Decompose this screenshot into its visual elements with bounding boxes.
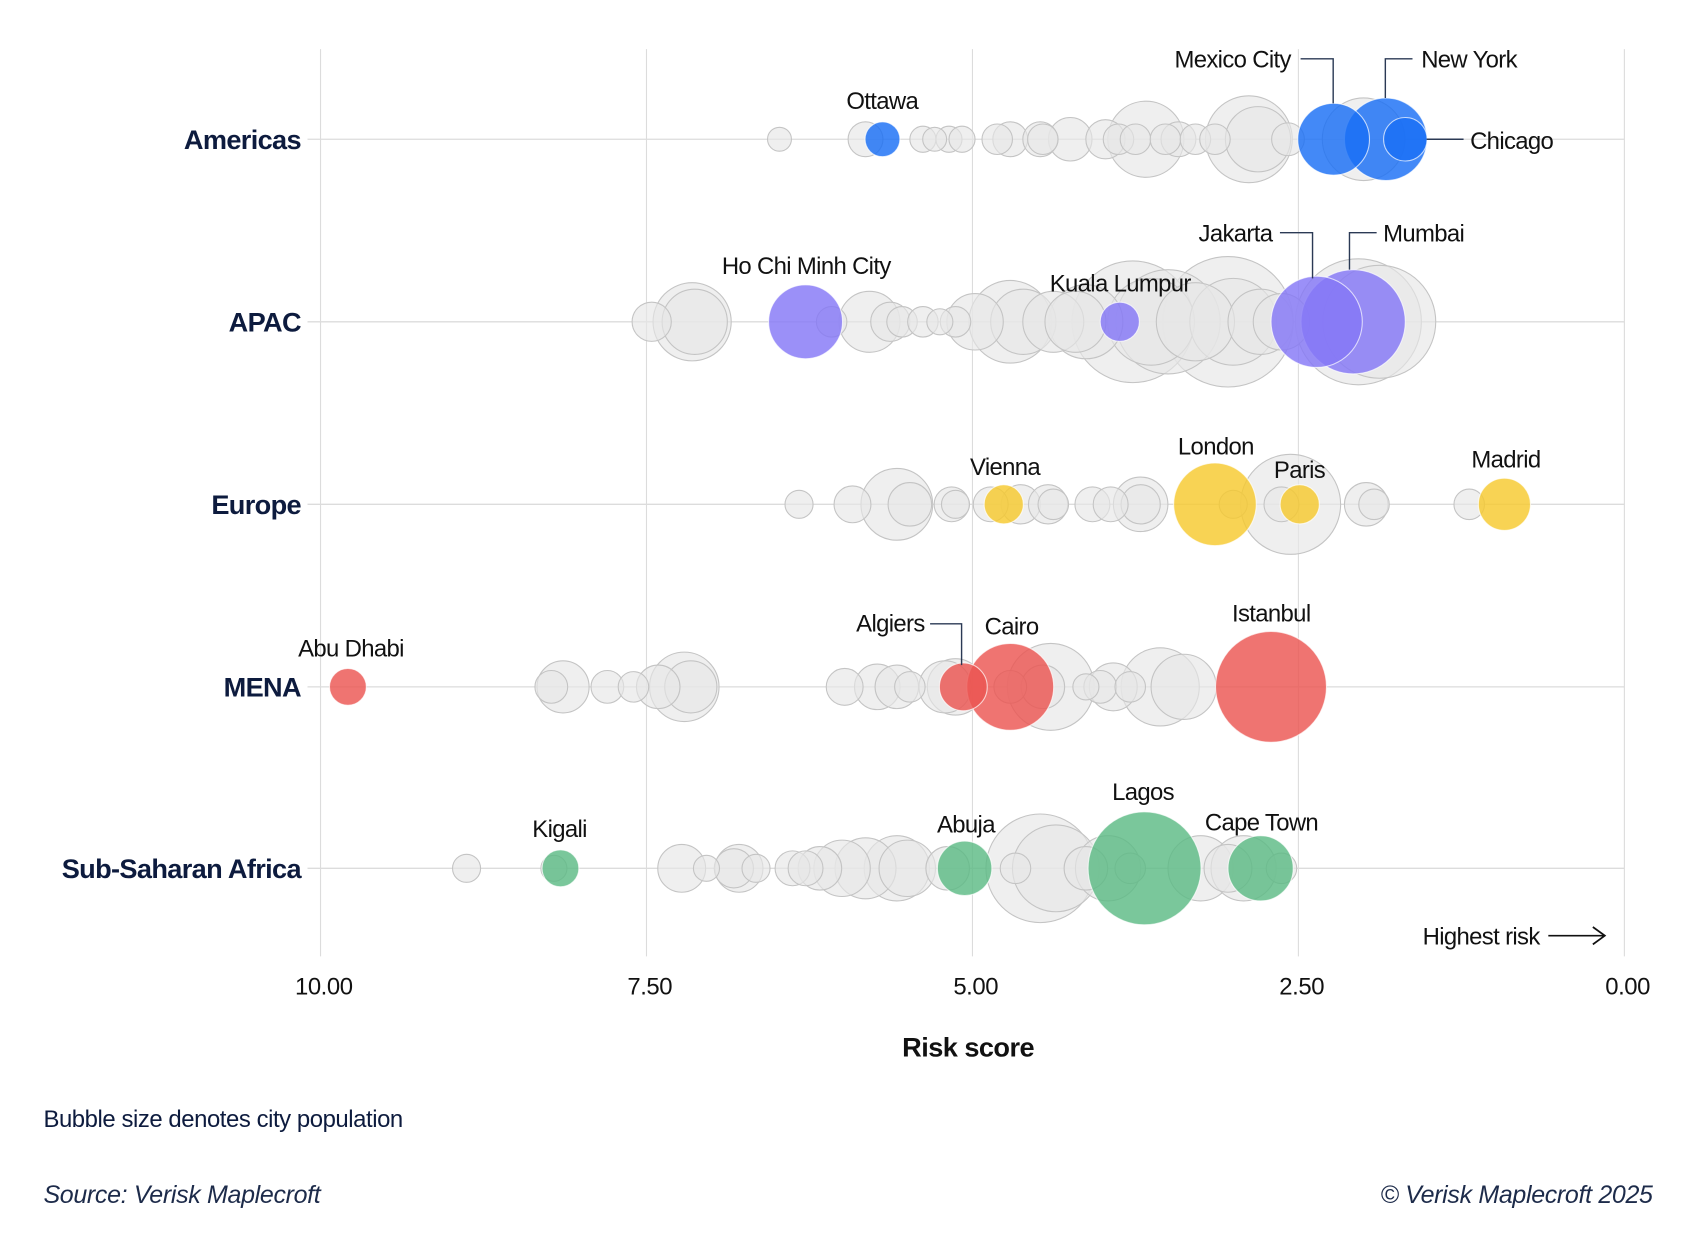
city-bubble-grey[interactable] bbox=[1092, 486, 1129, 523]
city-label: Madrid bbox=[1471, 446, 1540, 473]
city-bubble-grey[interactable] bbox=[1358, 488, 1390, 521]
city-bubble-grey[interactable] bbox=[922, 126, 948, 152]
city-bubble-grey[interactable] bbox=[1037, 488, 1070, 521]
city-bubble-mexico-city[interactable] bbox=[1297, 102, 1371, 176]
x-axis-title: Risk score bbox=[902, 1031, 1034, 1062]
city-label: Istanbul bbox=[1232, 601, 1310, 628]
city-bubble-abuja[interactable] bbox=[936, 840, 993, 897]
city-bubble-algiers[interactable] bbox=[938, 662, 988, 712]
city-bubble-london[interactable] bbox=[1173, 462, 1257, 547]
city-bubble-grey[interactable] bbox=[1072, 673, 1100, 701]
city-bubble-grey[interactable] bbox=[617, 671, 650, 703]
city-label: Abu Dhabi bbox=[298, 635, 404, 662]
city-label: Lagos bbox=[1112, 779, 1175, 806]
city-bubble-grey[interactable] bbox=[894, 671, 926, 703]
x-tick-label: 2.50 bbox=[1279, 973, 1324, 1000]
city-label: Mumbai bbox=[1383, 220, 1464, 247]
city-bubble-grey[interactable] bbox=[887, 482, 933, 527]
city-bubble-cape-town[interactable] bbox=[1227, 835, 1294, 902]
city-label: Abuja bbox=[937, 811, 996, 838]
city-bubble-chicago[interactable] bbox=[1383, 116, 1428, 162]
city-label: Jakarta bbox=[1199, 220, 1274, 247]
city-labels: New York Mexico City Chicago Ottawa Mumbai Ja… bbox=[298, 47, 1554, 843]
region-label: Europe bbox=[211, 489, 301, 520]
city-bubble-grey[interactable] bbox=[981, 123, 1014, 156]
city-label: Kigali bbox=[532, 816, 587, 843]
city-bubble-jakarta[interactable] bbox=[1270, 275, 1363, 368]
x-tick-label: 10.00 bbox=[295, 973, 353, 1000]
city-bubble-kuala-lumpur[interactable] bbox=[1099, 301, 1140, 342]
city-bubble-grey[interactable] bbox=[833, 485, 872, 524]
city-bubble-grey[interactable] bbox=[741, 853, 771, 883]
city-bubble-grey[interactable] bbox=[1027, 123, 1059, 156]
city-bubble-grey[interactable] bbox=[631, 301, 672, 342]
x-tick-label: 0.00 bbox=[1605, 973, 1650, 1000]
city-bubble-grey[interactable] bbox=[1114, 671, 1147, 703]
x-tick-label: 5.00 bbox=[953, 973, 998, 1000]
highest-risk-note: Highest risk bbox=[1423, 923, 1541, 950]
city-bubble-grey[interactable] bbox=[787, 850, 824, 887]
source-note: Source: Verisk Maplecroft bbox=[43, 1181, 321, 1209]
city-label: Vienna bbox=[970, 454, 1041, 481]
city-bubble-grey[interactable] bbox=[784, 489, 814, 519]
city-bubble-grey[interactable] bbox=[1149, 123, 1182, 156]
city-bubble-istanbul[interactable] bbox=[1215, 630, 1328, 743]
size-note: Bubble size denotes city population bbox=[43, 1106, 402, 1133]
city-bubble-madrid[interactable] bbox=[1477, 477, 1532, 531]
copyright-note: © Verisk Maplecroft 2025 bbox=[1381, 1181, 1654, 1209]
city-label: Algiers bbox=[856, 610, 925, 637]
city-label: Ottawa bbox=[846, 88, 919, 115]
city-bubble-ho-chi-minh-city[interactable] bbox=[768, 284, 844, 360]
gridlines bbox=[319, 49, 1625, 957]
city-bubble-ottawa[interactable] bbox=[864, 121, 901, 158]
x-tick-label: 7.50 bbox=[627, 973, 672, 1000]
city-label: London bbox=[1178, 433, 1254, 460]
city-bubble-grey[interactable] bbox=[534, 669, 569, 704]
leader-line bbox=[1279, 231, 1314, 279]
leader-line bbox=[1384, 58, 1413, 98]
city-bubble-grey[interactable] bbox=[948, 125, 976, 153]
city-bubble-kigali[interactable] bbox=[541, 849, 580, 888]
city-label: Mexico City bbox=[1175, 47, 1292, 74]
leader-line bbox=[1348, 231, 1377, 270]
city-bubble-grey[interactable] bbox=[999, 852, 1032, 885]
city-bubble-grey[interactable] bbox=[1044, 290, 1107, 353]
city-label: Paris bbox=[1274, 457, 1326, 484]
city-label: Kuala Lumpur bbox=[1050, 270, 1192, 297]
city-bubble-abu-dhabi[interactable] bbox=[328, 667, 367, 706]
bubbles bbox=[328, 95, 1532, 926]
city-bubble-grey[interactable] bbox=[661, 288, 728, 355]
city-label: Cape Town bbox=[1205, 809, 1318, 836]
region-label: MENA bbox=[224, 672, 301, 703]
city-bubble-lagos[interactable] bbox=[1087, 811, 1202, 926]
arrow-right-icon bbox=[1548, 926, 1607, 946]
city-bubble-grey[interactable] bbox=[1150, 653, 1217, 721]
city-bubble-vienna[interactable] bbox=[983, 484, 1024, 525]
city-label: New York bbox=[1421, 47, 1517, 74]
city-bubble-grey[interactable] bbox=[1199, 123, 1231, 156]
region-label: APAC bbox=[229, 307, 301, 338]
city-bubble-grey[interactable] bbox=[825, 667, 864, 706]
region-label: Americas bbox=[184, 124, 301, 155]
city-bubble-grey[interactable] bbox=[451, 853, 482, 883]
city-bubble-paris[interactable] bbox=[1279, 484, 1320, 525]
leader-line bbox=[1300, 58, 1334, 104]
city-label: Ho Chi Minh City bbox=[722, 253, 892, 280]
region-label: Sub-Saharan Africa bbox=[62, 853, 303, 884]
city-bubble-grey[interactable] bbox=[940, 489, 971, 519]
city-label: Chicago bbox=[1470, 128, 1553, 155]
x-axis-ticks: 10.00 7.50 5.00 2.50 0.00 bbox=[295, 973, 1651, 1000]
city-bubble-grey[interactable] bbox=[692, 854, 721, 882]
city-bubble-grey[interactable] bbox=[766, 126, 792, 152]
city-bubble-grey[interactable] bbox=[1119, 123, 1152, 156]
leader-line bbox=[930, 623, 963, 666]
city-label: Cairo bbox=[985, 614, 1039, 641]
city-bubble-grey[interactable] bbox=[926, 308, 954, 336]
